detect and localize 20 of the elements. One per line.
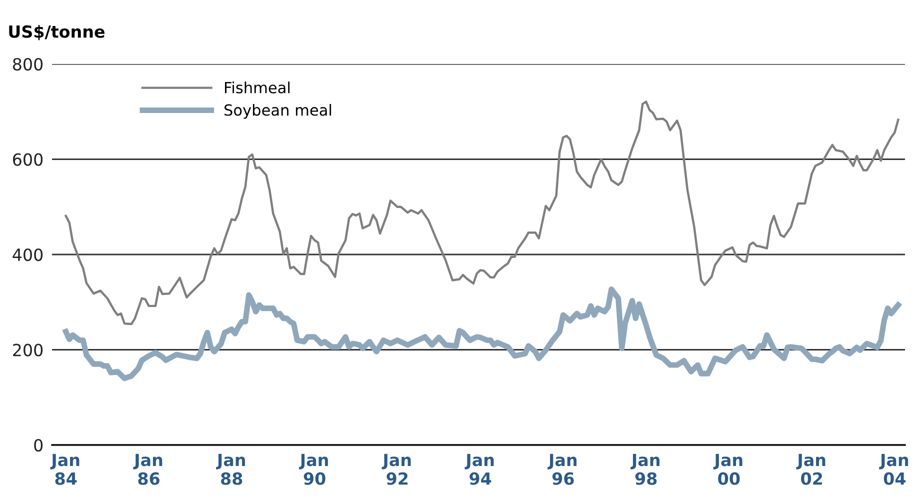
legend-label: Soybean meal <box>224 104 332 119</box>
x-tick-label: Jan 92 <box>382 454 411 485</box>
y-tick-label: 200 <box>13 344 43 356</box>
x-tick-label: Jan 94 <box>464 454 494 485</box>
x-tick-label: Jan 90 <box>298 454 328 485</box>
x-tick-label: Jan 96 <box>548 454 576 485</box>
x-tick-label: Jan 02 <box>796 454 826 485</box>
x-tick-label: Jan 84 <box>50 454 80 485</box>
y-axis-title: US$/tonne <box>9 25 105 40</box>
x-tick-label: Jan 00 <box>713 454 742 485</box>
y-tick-label: 800 <box>12 58 43 71</box>
y-tick-label: 400 <box>12 248 43 262</box>
legend-label: Fishmeal <box>224 82 290 94</box>
y-tick-label: 600 <box>13 153 43 166</box>
line-series <box>64 100 900 326</box>
y-tick-label: 0 <box>34 438 43 452</box>
x-tick-label: Jan 86 <box>133 454 162 485</box>
x-tick-label: Jan 98 <box>630 454 660 485</box>
x-tick-label: Jan 04 <box>879 454 908 485</box>
x-tick-label: Jan 88 <box>216 454 245 485</box>
